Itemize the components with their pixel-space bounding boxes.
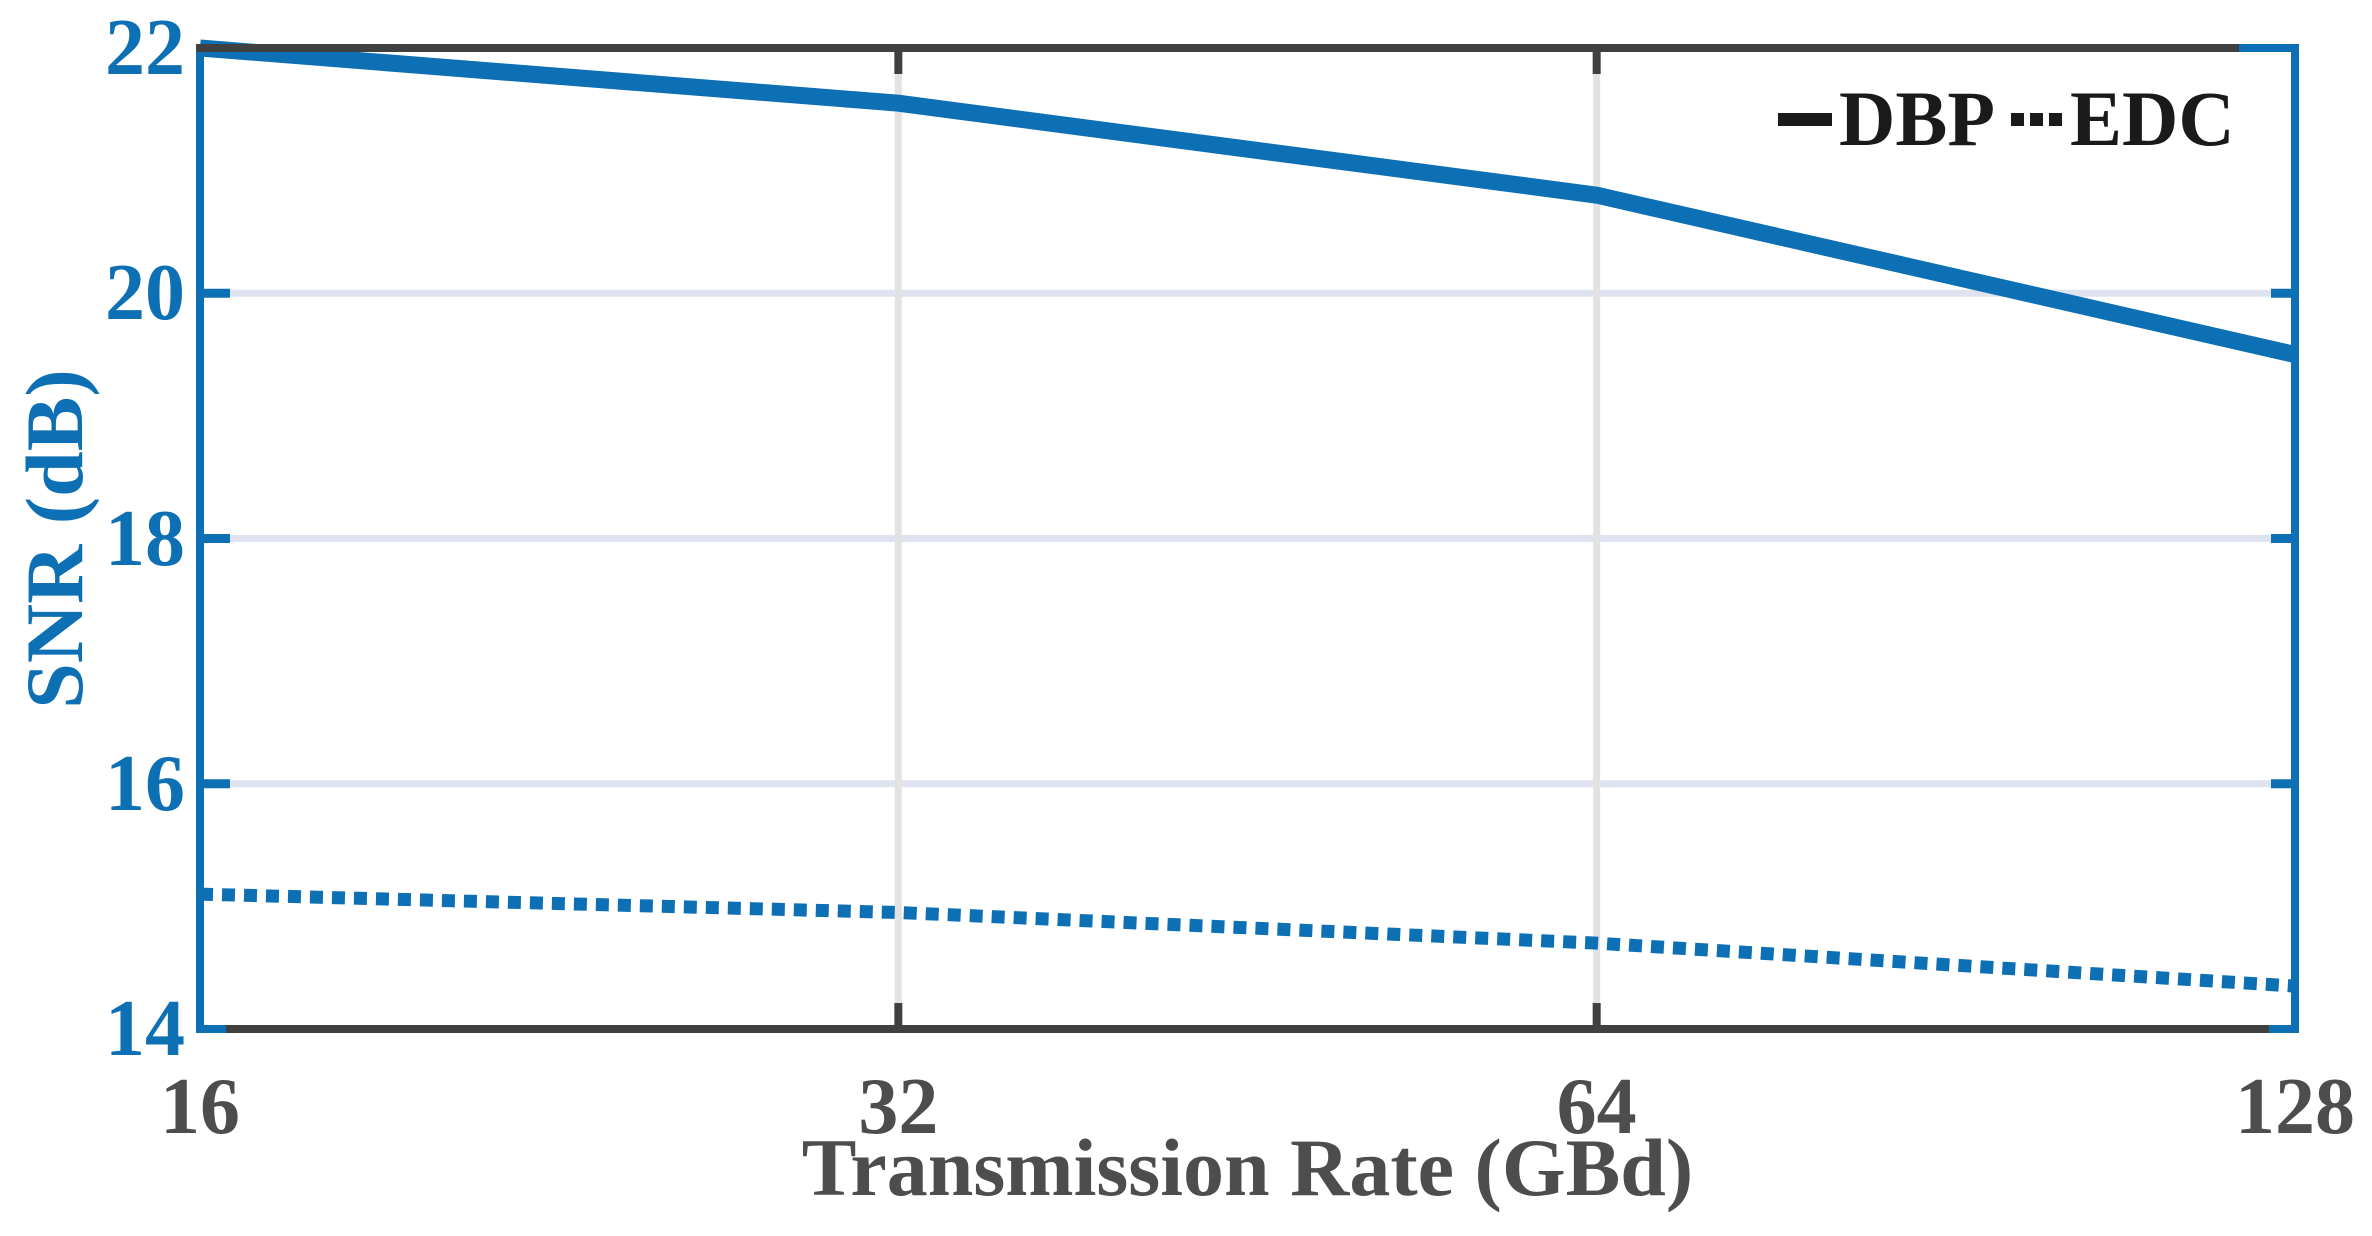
y-tick-label-20: 20: [105, 249, 185, 338]
x-tick-label-16: 16: [160, 1063, 240, 1151]
legend-label-edc: EDC: [2070, 75, 2235, 162]
y-tick-label-16: 16: [105, 739, 185, 828]
y-tick-label-14: 14: [105, 985, 185, 1073]
legend: DBP EDC: [1778, 70, 2235, 168]
y-tick-label-22: 22: [105, 4, 185, 92]
edc-dotted-line: [199, 887, 2296, 993]
x-tick-label-32: 32: [858, 1063, 939, 1151]
y-tick-label-18: 18: [105, 494, 185, 583]
x-axis-title: Transmission Rate (GBd): [801, 1122, 1694, 1213]
y-axis-title: SNR (dB): [9, 368, 100, 709]
legend-label-dbp: DBP: [1839, 75, 1995, 162]
dbp-solid-line: [199, 39, 2297, 363]
solid-line-icon: [1778, 112, 1832, 126]
dotted-line-icon: [2011, 112, 2062, 126]
x-tick-label-128: 128: [2235, 1063, 2355, 1151]
x-tick-label-64: 64: [1556, 1063, 1637, 1151]
